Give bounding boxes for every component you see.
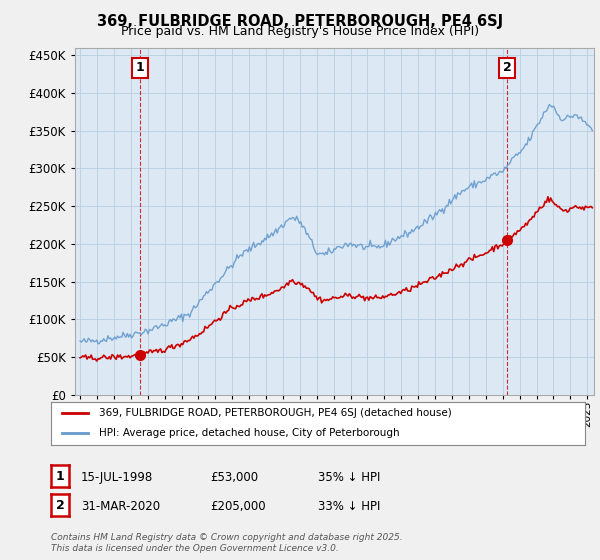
Text: Price paid vs. HM Land Registry's House Price Index (HPI): Price paid vs. HM Land Registry's House … <box>121 25 479 38</box>
Text: 15-JUL-1998: 15-JUL-1998 <box>81 470 153 484</box>
Text: £53,000: £53,000 <box>210 470 258 484</box>
Text: HPI: Average price, detached house, City of Peterborough: HPI: Average price, detached house, City… <box>99 428 400 438</box>
Text: 2: 2 <box>503 62 511 74</box>
Text: 35% ↓ HPI: 35% ↓ HPI <box>318 470 380 484</box>
Text: 31-MAR-2020: 31-MAR-2020 <box>81 500 160 513</box>
Text: 1: 1 <box>136 62 144 74</box>
Text: 1: 1 <box>56 469 64 483</box>
Text: £205,000: £205,000 <box>210 500 266 513</box>
Text: Contains HM Land Registry data © Crown copyright and database right 2025.
This d: Contains HM Land Registry data © Crown c… <box>51 533 403 553</box>
Text: 33% ↓ HPI: 33% ↓ HPI <box>318 500 380 513</box>
Text: 369, FULBRIDGE ROAD, PETERBOROUGH, PE4 6SJ (detached house): 369, FULBRIDGE ROAD, PETERBOROUGH, PE4 6… <box>99 408 452 418</box>
Text: 369, FULBRIDGE ROAD, PETERBOROUGH, PE4 6SJ: 369, FULBRIDGE ROAD, PETERBOROUGH, PE4 6… <box>97 14 503 29</box>
Text: 2: 2 <box>56 498 64 512</box>
